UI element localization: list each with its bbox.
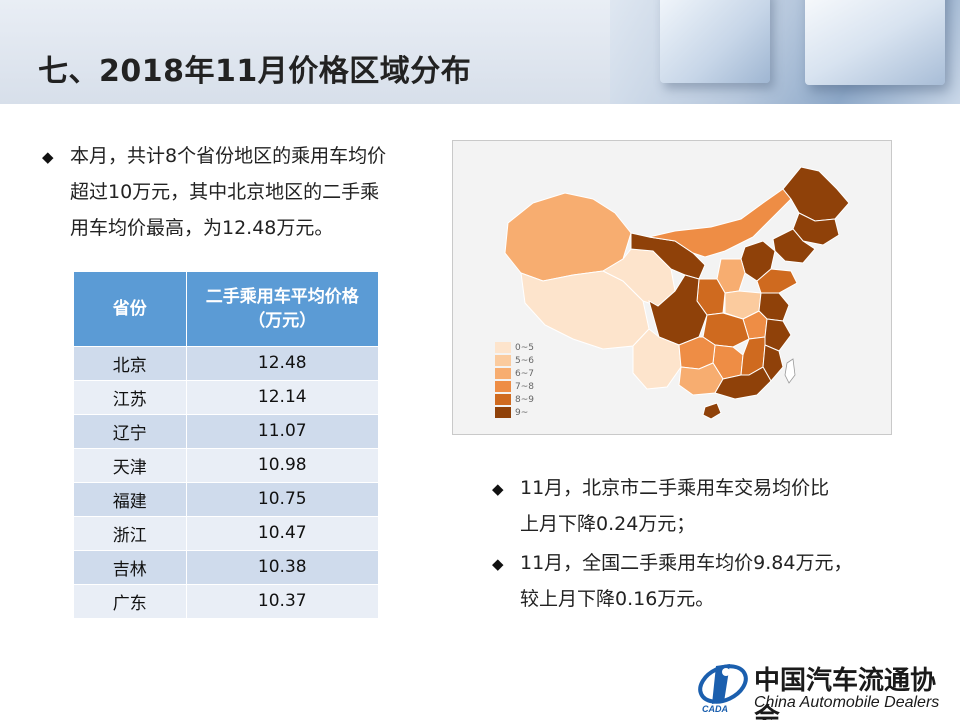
logo-english-name: China Automobile Dealers: [754, 694, 940, 711]
legend-label: 9~: [515, 407, 529, 418]
price-cell: 10.98: [186, 447, 378, 482]
table-row: 福建 10.75: [74, 481, 378, 516]
legend-swatch: [495, 342, 511, 353]
logo-chinese-name: 中国汽车流通协会: [754, 666, 937, 720]
province-cell: 辽宁: [74, 413, 187, 448]
cada-logo: CADA 中国汽车流通协会 China Automobile Dealers: [694, 654, 960, 720]
legend-label: 7~8: [515, 381, 534, 392]
legend-label: 0~5: [515, 342, 534, 353]
page-title: 七、2018年11月价格区域分布: [38, 54, 472, 89]
table-row: 广东 10.37: [74, 583, 378, 618]
price-cell: 10.38: [186, 549, 378, 584]
legend-label: 6~7: [515, 368, 534, 379]
diamond-bullet-icon: ◆: [492, 555, 504, 573]
map-legend: 0~5 5~6 6~7 7~8 8~9 9~: [495, 341, 534, 419]
map-region: [601, 248, 676, 307]
price-cell: 12.48: [186, 345, 378, 380]
china-map-graphic: [504, 166, 850, 420]
price-cell: 12.14: [186, 379, 378, 414]
bullet-line: 上月下降0.24万元；: [520, 513, 696, 535]
header-avg-price-line1: 二手乘用车平均价格: [205, 286, 359, 307]
national-change-bullet: ◆ 11月，全国二手乘用车均价9.84万元， 较上月下降0.16万元。: [492, 545, 912, 617]
legend-item: 8~9: [495, 393, 534, 406]
table-row: 江苏 12.14: [74, 379, 378, 414]
legend-swatch: [495, 381, 511, 392]
legend-item: 5~6: [495, 354, 534, 367]
bullet-line: 本月，共计8个省份地区的乘用车均价: [70, 145, 387, 167]
price-cell: 11.07: [186, 413, 378, 448]
province-cell: 北京: [74, 345, 187, 380]
province-price-table: 省份 二手乘用车平均价格 （万元） 北京 12.48 江苏 12.14 辽宁 1…: [74, 272, 378, 618]
bullet-line: 11月，全国二手乘用车均价9.84万元，: [520, 552, 853, 574]
legend-item: 0~5: [495, 341, 534, 354]
province-cell: 吉林: [74, 549, 187, 584]
province-cell: 天津: [74, 447, 187, 482]
bullet-line: 较上月下降0.16万元。: [520, 588, 715, 610]
bullet-line: 用车均价最高，为12.48万元。: [70, 217, 334, 239]
legend-item: 6~7: [495, 367, 534, 380]
cada-logo-icon: CADA: [698, 664, 748, 714]
province-cell: 浙江: [74, 515, 187, 550]
map-region: [648, 188, 792, 258]
map-region: [702, 402, 722, 420]
table-row: 北京 12.48: [74, 345, 378, 380]
map-region: [714, 366, 772, 400]
legend-item: 7~8: [495, 380, 534, 393]
bullet-line: 11月，北京市二手乘用车交易均价比: [520, 477, 830, 499]
logo-mark-text: CADA: [702, 704, 728, 714]
table-row: 辽宁 11.07: [74, 413, 378, 448]
price-cell: 10.47: [186, 515, 378, 550]
legend-swatch: [495, 368, 511, 379]
map-region: [784, 358, 796, 384]
header-avg-price-line2: （万元）: [248, 310, 317, 331]
decor-cube-image: [660, 0, 770, 83]
beijing-change-bullet: ◆ 11月，北京市二手乘用车交易均价比 上月下降0.24万元；: [492, 470, 912, 542]
header-province: 省份: [74, 272, 187, 346]
province-cell: 广东: [74, 583, 187, 618]
map-region: [782, 166, 850, 222]
summary-bullet: ◆ 本月，共计8个省份地区的乘用车均价 超过10万元，其中北京地区的二手乘 用车…: [42, 138, 442, 246]
diamond-bullet-icon: ◆: [492, 480, 504, 498]
price-cell: 10.37: [186, 583, 378, 618]
province-cell: 江苏: [74, 379, 187, 414]
legend-label: 8~9: [515, 394, 534, 405]
table-row: 天津 10.98: [74, 447, 378, 482]
legend-swatch: [495, 394, 511, 405]
legend-swatch: [495, 407, 511, 418]
table-header-row: 省份 二手乘用车平均价格 （万元）: [74, 272, 378, 346]
legend-label: 5~6: [515, 355, 534, 366]
province-cell: 福建: [74, 481, 187, 516]
table-row: 浙江 10.47: [74, 515, 378, 550]
table-row: 吉林 10.38: [74, 549, 378, 584]
bullet-line: 超过10万元，其中北京地区的二手乘: [70, 181, 380, 203]
map-region: [772, 228, 816, 264]
header-avg-price: 二手乘用车平均价格 （万元）: [186, 272, 378, 346]
header-decoration: [610, 0, 960, 104]
diamond-bullet-icon: ◆: [42, 148, 54, 166]
price-cell: 10.75: [186, 481, 378, 516]
china-price-map: 0~5 5~6 6~7 7~8 8~9 9~: [452, 140, 892, 435]
header-band: 七、2018年11月价格区域分布: [0, 0, 960, 104]
decor-cube-image: [805, 0, 945, 85]
legend-item: 9~: [495, 406, 534, 419]
legend-swatch: [495, 355, 511, 366]
